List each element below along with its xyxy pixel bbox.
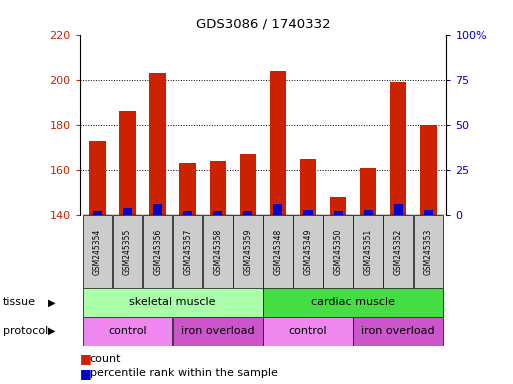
Text: control: control [289, 326, 327, 336]
Bar [83, 317, 172, 346]
Text: tissue: tissue [3, 297, 35, 308]
Text: skeletal muscle: skeletal muscle [129, 297, 216, 308]
Text: cardiac muscle: cardiac muscle [311, 297, 395, 308]
Text: GSM245358: GSM245358 [213, 228, 222, 275]
Bar [413, 215, 443, 288]
Bar [83, 288, 263, 317]
Bar [390, 82, 406, 215]
Bar [330, 197, 346, 215]
Bar [209, 161, 226, 215]
Bar [173, 215, 203, 288]
Bar [213, 212, 222, 215]
Bar [89, 141, 106, 215]
Bar [263, 215, 293, 288]
Text: GSM245349: GSM245349 [304, 228, 312, 275]
Bar [149, 73, 166, 215]
Text: GDS3086 / 1740332: GDS3086 / 1740332 [195, 17, 330, 30]
Bar [384, 215, 413, 288]
Bar [113, 215, 142, 288]
Bar [353, 215, 383, 288]
Bar [93, 212, 102, 215]
Bar [180, 163, 196, 215]
Bar [243, 212, 252, 215]
Bar [353, 317, 443, 346]
Text: ▶: ▶ [48, 297, 55, 308]
Text: GSM245348: GSM245348 [273, 228, 283, 275]
Text: ■: ■ [80, 353, 91, 366]
Bar [263, 317, 353, 346]
Bar [293, 215, 323, 288]
Bar [300, 159, 317, 215]
Bar [233, 215, 263, 288]
Bar [360, 168, 377, 215]
Text: GSM245355: GSM245355 [123, 228, 132, 275]
Text: GSM245352: GSM245352 [393, 228, 403, 275]
Text: control: control [108, 326, 147, 336]
Bar [203, 215, 232, 288]
Text: GSM245354: GSM245354 [93, 228, 102, 275]
Bar [263, 288, 443, 317]
Bar [240, 154, 256, 215]
Text: protocol: protocol [3, 326, 48, 336]
Bar [364, 210, 372, 215]
Text: GSM245357: GSM245357 [183, 228, 192, 275]
Text: iron overload: iron overload [361, 326, 435, 336]
Bar [173, 317, 263, 346]
Text: iron overload: iron overload [181, 326, 254, 336]
Bar [270, 71, 286, 215]
Bar [123, 208, 132, 215]
Bar [143, 215, 172, 288]
Text: GSM245353: GSM245353 [424, 228, 433, 275]
Text: ■: ■ [80, 367, 91, 380]
Bar [83, 215, 112, 288]
Bar [323, 215, 353, 288]
Text: GSM245356: GSM245356 [153, 228, 162, 275]
Text: count: count [90, 354, 121, 364]
Bar [333, 212, 343, 215]
Bar [273, 204, 283, 215]
Bar [183, 212, 192, 215]
Bar [304, 210, 312, 215]
Bar [120, 111, 136, 215]
Bar [424, 210, 433, 215]
Text: ▶: ▶ [48, 326, 55, 336]
Text: GSM245351: GSM245351 [364, 228, 372, 275]
Text: GSM245359: GSM245359 [243, 228, 252, 275]
Text: GSM245350: GSM245350 [333, 228, 343, 275]
Text: percentile rank within the sample: percentile rank within the sample [90, 368, 278, 378]
Bar [393, 204, 403, 215]
Bar [153, 204, 162, 215]
Bar [420, 125, 437, 215]
